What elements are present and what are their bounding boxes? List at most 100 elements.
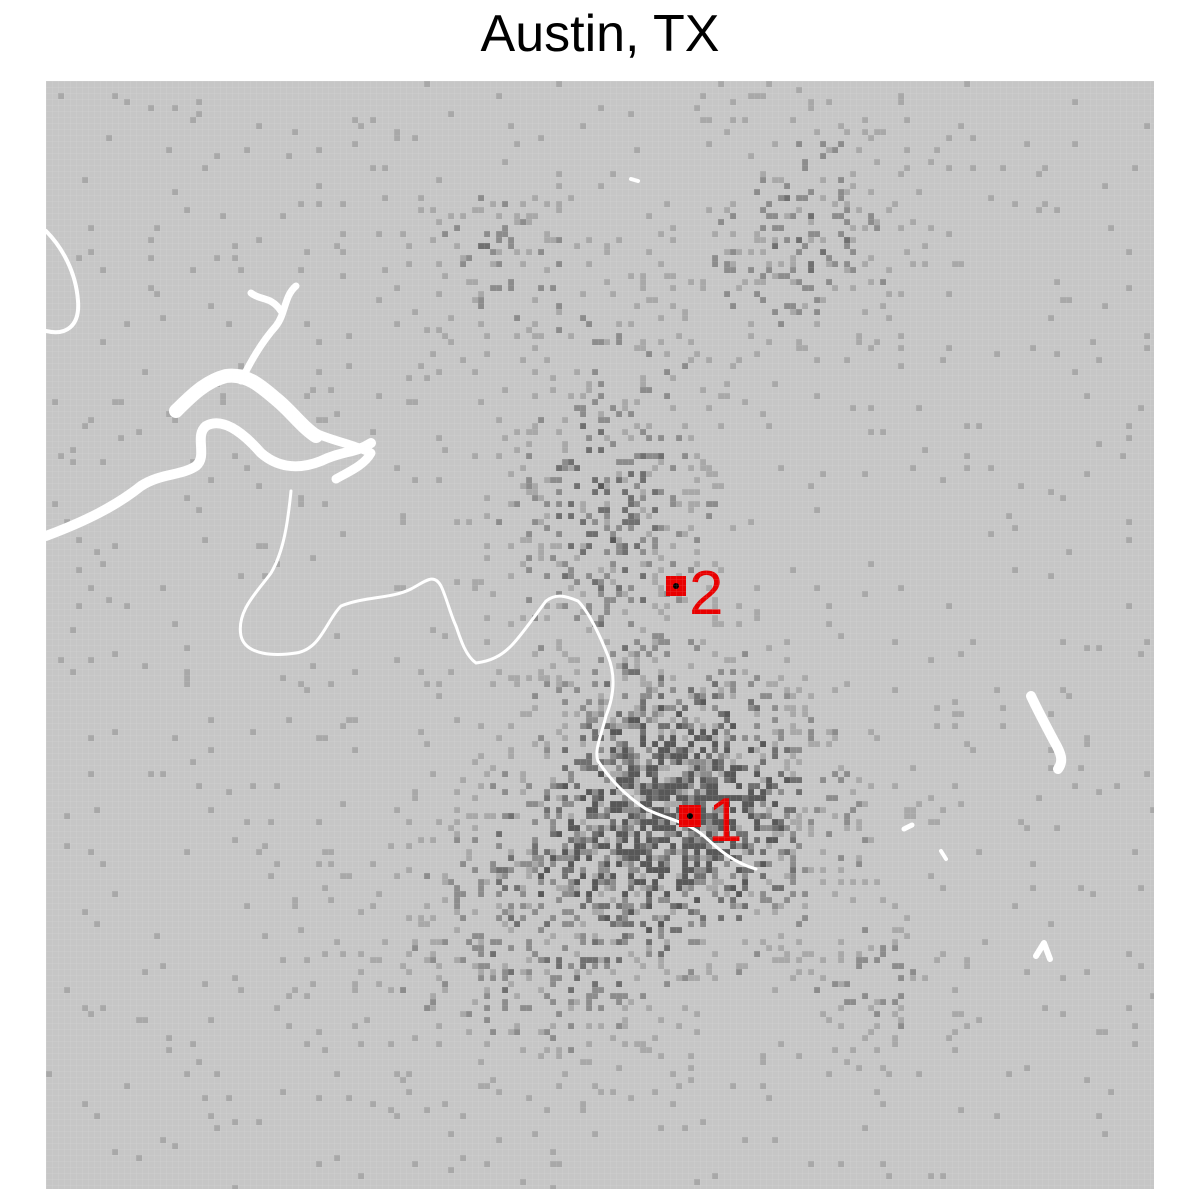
density-cell	[328, 387, 334, 393]
density-cell	[670, 825, 676, 831]
density-cell	[610, 939, 616, 945]
density-cell	[550, 855, 556, 861]
density-cell	[820, 867, 826, 873]
density-cell	[964, 957, 970, 963]
density-cell	[964, 1023, 970, 1029]
density-cell	[622, 1041, 628, 1047]
density-cell	[868, 345, 874, 351]
density-cell	[610, 1089, 616, 1095]
density-cell	[502, 159, 508, 165]
density-cell	[628, 711, 634, 717]
density-cell	[766, 861, 772, 867]
density-cell	[622, 891, 628, 897]
density-cell	[526, 429, 532, 435]
density-cell	[814, 987, 820, 993]
density-cell	[484, 351, 490, 357]
density-cell	[658, 951, 664, 957]
density-cell	[622, 717, 628, 723]
density-cell	[760, 297, 766, 303]
density-cell	[760, 777, 766, 783]
density-cell	[430, 915, 436, 921]
density-cell	[1078, 885, 1084, 891]
density-cell	[1012, 567, 1018, 573]
density-cell	[700, 879, 706, 885]
density-cell	[736, 969, 742, 975]
density-cell	[640, 921, 646, 927]
density-cell	[718, 879, 724, 885]
density-cell	[634, 891, 640, 897]
density-cell	[844, 243, 850, 249]
density-cell	[160, 771, 166, 777]
density-cell	[610, 897, 616, 903]
density-cell	[622, 897, 628, 903]
density-cell	[730, 99, 736, 105]
density-cell	[670, 405, 676, 411]
density-cell	[718, 897, 724, 903]
density-cell	[940, 885, 946, 891]
density-cell	[586, 543, 592, 549]
density-cell	[622, 609, 628, 615]
density-cell	[790, 747, 796, 753]
density-cell	[592, 765, 598, 771]
density-cell	[694, 1029, 700, 1035]
density-cell	[622, 819, 628, 825]
density-cell	[658, 693, 664, 699]
density-cell	[676, 1023, 682, 1029]
density-cell	[532, 867, 538, 873]
density-cell	[502, 999, 508, 1005]
density-cell	[142, 969, 148, 975]
density-cell	[592, 813, 598, 819]
density-cell	[922, 975, 928, 981]
density-cell	[598, 1005, 604, 1011]
density-cell	[478, 879, 484, 885]
density-cell	[322, 501, 328, 507]
density-cell	[730, 735, 736, 741]
density-cell	[1072, 141, 1078, 147]
density-cell	[520, 261, 526, 267]
density-cell	[88, 225, 94, 231]
density-cell	[580, 837, 586, 843]
density-cell	[928, 819, 934, 825]
density-cell	[874, 159, 880, 165]
density-cell	[478, 243, 484, 249]
density-cell	[700, 759, 706, 765]
density-cell	[736, 249, 742, 255]
density-cell	[262, 543, 268, 549]
density-cell	[310, 555, 316, 561]
density-cell	[742, 399, 748, 405]
density-cell	[544, 525, 550, 531]
density-cell	[802, 303, 808, 309]
density-cell	[472, 207, 478, 213]
density-cell	[442, 333, 448, 339]
density-cell	[910, 807, 916, 813]
density-cell	[796, 843, 802, 849]
density-cell	[790, 267, 796, 273]
density-cell	[688, 867, 694, 873]
density-cell	[634, 807, 640, 813]
density-cell	[730, 885, 736, 891]
density-cell	[598, 795, 604, 801]
density-cell	[688, 723, 694, 729]
density-cell	[562, 885, 568, 891]
density-cell	[634, 711, 640, 717]
density-cell	[316, 417, 322, 423]
density-cell	[724, 261, 730, 267]
density-cell	[616, 831, 622, 837]
density-cell	[712, 735, 718, 741]
density-cell	[574, 243, 580, 249]
density-cell	[706, 357, 712, 363]
density-cell	[436, 369, 442, 375]
density-cell	[592, 807, 598, 813]
density-cell	[808, 825, 814, 831]
density-cell	[574, 555, 580, 561]
density-cell	[520, 891, 526, 897]
density-cell	[466, 279, 472, 285]
density-cell	[850, 249, 856, 255]
density-cell	[868, 135, 874, 141]
density-cell	[628, 885, 634, 891]
density-cell	[676, 531, 682, 537]
density-cell	[442, 447, 448, 453]
density-cell	[628, 879, 634, 885]
density-cell	[562, 867, 568, 873]
density-cell	[748, 249, 754, 255]
